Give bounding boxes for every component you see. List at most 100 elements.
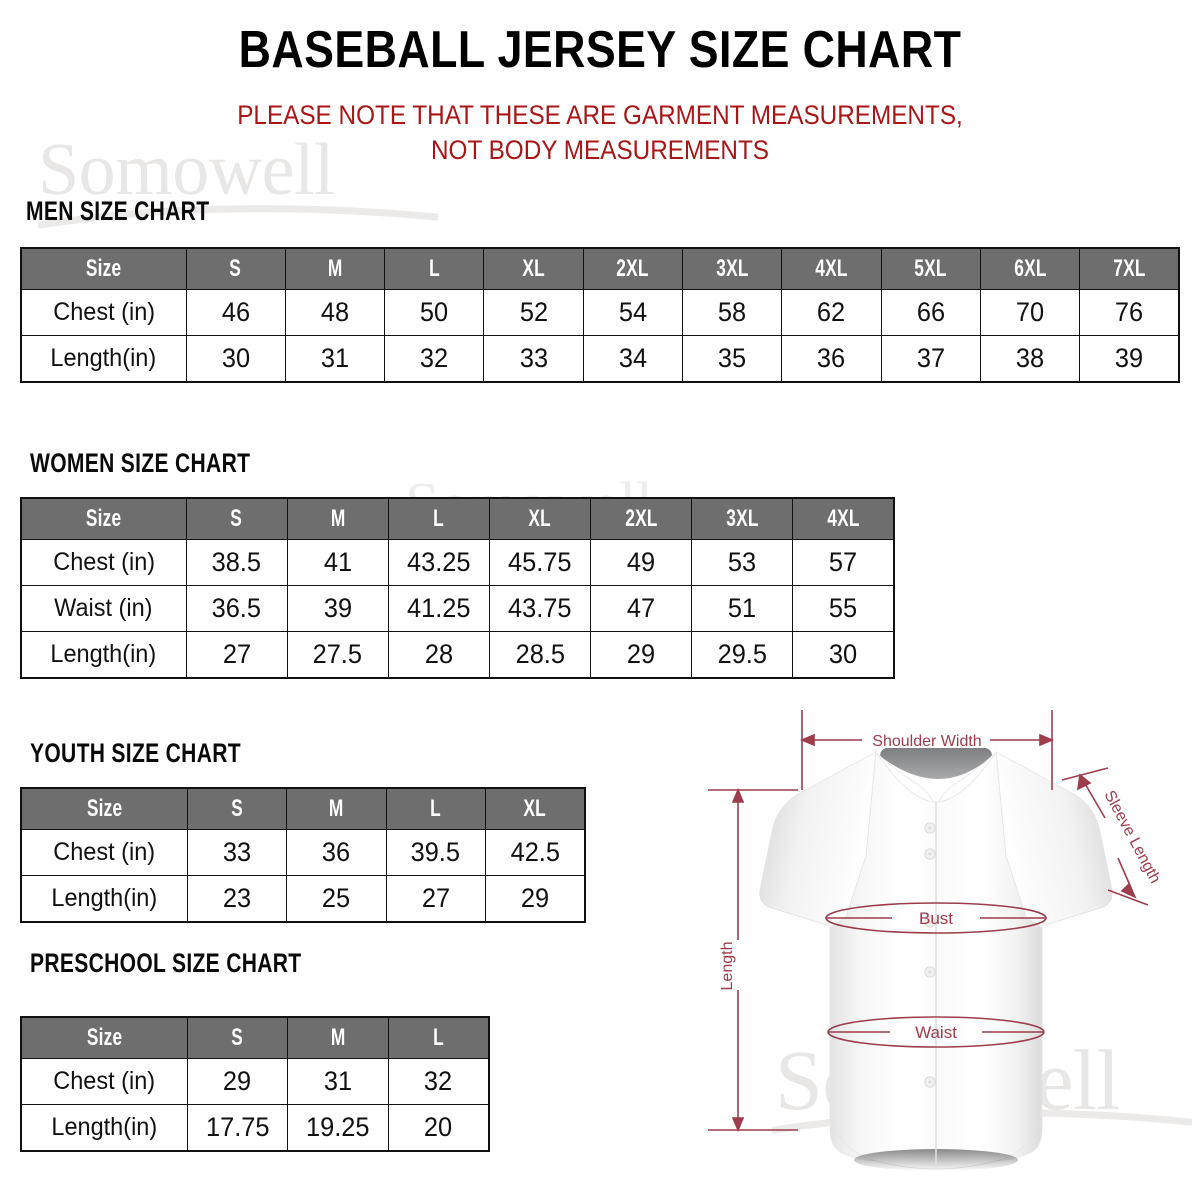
table-cell: 32 xyxy=(387,1058,490,1105)
watermark-swoosh-top xyxy=(38,205,438,229)
page-title: BASEBALL JERSEY SIZE CHART xyxy=(238,21,962,79)
men-header-6xl: 6XL xyxy=(979,247,1081,290)
row-label: Length(in) xyxy=(20,1104,188,1152)
column-header-label: M xyxy=(328,795,344,822)
row-label: Length(in) xyxy=(20,631,187,679)
table-cell: 36 xyxy=(286,829,387,876)
cell-value: 19.25 xyxy=(306,1112,370,1142)
column-header-label: XL xyxy=(522,255,545,282)
length-label: Length xyxy=(719,942,736,991)
cell-value: 20 xyxy=(424,1112,453,1142)
row-label-text: Chest (in) xyxy=(53,838,156,866)
table-cell: 23 xyxy=(186,875,287,923)
table-cell: 51 xyxy=(691,585,794,632)
table-cell: 27.5 xyxy=(286,631,389,679)
watermark-top-left: Somowell xyxy=(38,129,335,211)
table-row: Length(in) 23 25 27 29 xyxy=(20,875,586,923)
cell-value: 31 xyxy=(320,343,350,373)
cell-value: 35 xyxy=(718,343,747,373)
row-label-text: Chest (in) xyxy=(52,298,155,326)
table-cell: 29 xyxy=(485,875,586,923)
table-cell: 27 xyxy=(385,875,486,923)
table-cell: 43.25 xyxy=(387,539,490,586)
row-label-text: Chest (in) xyxy=(53,1067,156,1095)
cell-value: 29 xyxy=(520,883,550,913)
subtitle-line-2: NOT BODY MEASUREMENTS xyxy=(430,134,770,165)
youth-size-table: Size S M L XL Chest (in) 33 36 39.5 42.5 Length(i… xyxy=(20,787,586,923)
women-header-2xl: 2XL xyxy=(590,497,693,540)
table-cell: 34 xyxy=(582,335,683,383)
cell-value: 39 xyxy=(1114,343,1144,373)
cell-value: 41 xyxy=(323,547,352,577)
table-cell: 33 xyxy=(483,335,584,383)
table-cell: 50 xyxy=(384,289,485,336)
table-row: Chest (in) 38.5 41 43.25 45.75 49 53 57 xyxy=(20,539,895,586)
cell-value: 54 xyxy=(618,297,647,327)
table-cell: 30 xyxy=(185,335,286,383)
cell-value: 30 xyxy=(829,639,858,669)
table-cell: 35 xyxy=(681,335,783,383)
cell-value: 32 xyxy=(424,1066,453,1096)
preschool-size-table: Size S M L Chest (in) 29 31 32 Length(in) 17.75 1… xyxy=(20,1016,490,1152)
column-header-label: L xyxy=(430,795,442,822)
row-label: Chest (in) xyxy=(20,829,188,876)
row-label: Chest (in) xyxy=(20,1058,188,1105)
cell-value: 46 xyxy=(221,297,250,327)
youth-header-s: S xyxy=(186,787,287,830)
youth-header-m: M xyxy=(286,787,387,830)
cell-value: 39.5 xyxy=(411,837,461,867)
row-label-text: Length(in) xyxy=(50,344,157,372)
column-header-label: 2XL xyxy=(624,505,658,532)
cell-value: 39 xyxy=(323,593,352,623)
column-header-label: S xyxy=(230,505,243,532)
cell-value: 27 xyxy=(421,883,450,913)
cell-value: 28.5 xyxy=(515,639,565,669)
jersey-button-holes xyxy=(928,826,932,1084)
table-cell: 17.75 xyxy=(186,1104,289,1152)
men-header-s: S xyxy=(185,247,286,290)
table-header-row: Size S M L XL 2XL 3XL 4XL 5XL 6XL 7XL xyxy=(20,247,1180,290)
cell-value: 43.25 xyxy=(407,547,471,577)
table-cell: 48 xyxy=(284,289,386,336)
cell-value: 36 xyxy=(322,837,351,867)
sleeve-length-arrow-top xyxy=(1076,773,1092,791)
table-cell: 25 xyxy=(286,875,387,923)
column-header-label: Size xyxy=(86,795,122,822)
table-row: Chest (in) 29 31 32 xyxy=(20,1058,490,1105)
cell-value: 29 xyxy=(223,1066,252,1096)
women-header-l: L xyxy=(387,497,490,540)
sleeve-length-tick-top xyxy=(1061,767,1109,781)
sleeve-length-tick-bottom xyxy=(1107,889,1149,906)
table-row: Length(in) 17.75 19.25 20 xyxy=(20,1104,490,1152)
table-row: Chest (in) 33 36 39.5 42.5 xyxy=(20,829,586,876)
section-heading-preschool: PRESCHOOL SIZE CHART xyxy=(30,948,302,978)
table-row: Length(in) 27 27.5 28 28.5 29 29.5 30 xyxy=(20,631,895,679)
column-header-label: Size xyxy=(86,255,122,282)
cell-value: 42.5 xyxy=(510,837,560,867)
cell-value: 33 xyxy=(222,837,251,867)
table-cell: 53 xyxy=(691,539,794,586)
cell-value: 27.5 xyxy=(312,639,363,669)
table-row: Length(in) 30 31 32 33 34 35 36 37 38 39 xyxy=(20,335,1180,383)
cell-value: 28 xyxy=(424,639,453,669)
column-header-label: L xyxy=(433,1024,444,1051)
table-cell: 33 xyxy=(186,829,287,876)
table-cell: 29 xyxy=(590,631,693,679)
cell-value: 36.5 xyxy=(211,593,262,623)
table-cell: 19.25 xyxy=(287,1104,389,1152)
table-cell: 29.5 xyxy=(691,631,794,679)
shoulder-width-arrow-left xyxy=(799,733,815,747)
row-label: Waist (in) xyxy=(20,585,187,632)
cell-value: 47 xyxy=(627,593,656,623)
column-header-label: M xyxy=(327,255,343,282)
youth-header-xl: XL xyxy=(485,787,586,830)
table-cell: 41.25 xyxy=(387,585,490,632)
cell-value: 17.75 xyxy=(205,1112,270,1142)
column-header-label: 5XL xyxy=(914,255,947,282)
cell-value: 49 xyxy=(627,547,656,577)
bust-label: Bust xyxy=(919,909,953,928)
section-heading-men: MEN SIZE CHART xyxy=(26,196,210,226)
table-header-row: Size S M L XL xyxy=(20,787,586,830)
cell-value: 25 xyxy=(322,883,351,913)
row-label: Length(in) xyxy=(20,335,187,383)
